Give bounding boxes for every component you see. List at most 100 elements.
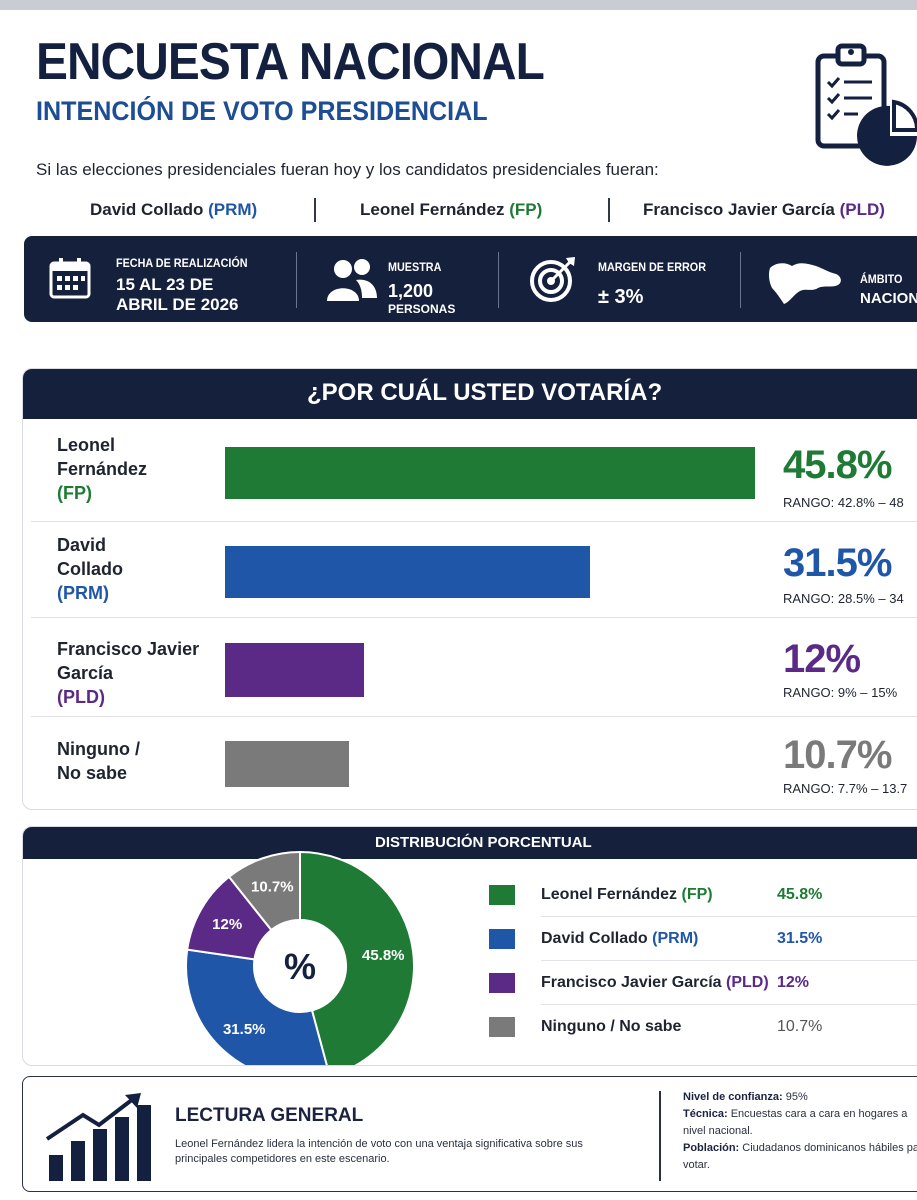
margen-value: ± 3%	[598, 286, 644, 308]
distribution-card: DISTRIBUCIÓN PORCENTUAL 45.8% 31.5% 12% 10.…	[22, 826, 917, 1066]
lectura-text: Leonel Fernández lidera la intención de …	[175, 1138, 583, 1165]
legend-swatch	[489, 1017, 515, 1037]
candidate-name: Francisco Javier García	[643, 200, 835, 219]
vote-header: ¿POR CUÁL USTED VOTARÍA?	[23, 369, 917, 419]
candidate-list: David Collado (PRM) Leonel Fernández (FP…	[0, 190, 917, 230]
legend-divider	[541, 960, 917, 961]
range-label: RANGO: 7.7% – 13.7	[783, 781, 908, 796]
legend-party: (FP)	[681, 886, 713, 903]
legend-item: Leonel Fernández (FP) 45.8%	[487, 877, 917, 917]
percentage-value: 12%	[783, 637, 861, 681]
name-line: No sabe	[57, 763, 128, 783]
meta-label: Población:	[683, 1142, 740, 1154]
survey-info-bar: FECHA DE REALIZACIÓN 15 AL 23 DE ABRIL D…	[24, 236, 917, 322]
muestra-unit: PERSONAS	[388, 302, 456, 316]
fecha-label: FECHA DE REALIZACIÓN	[116, 256, 248, 270]
candidate-name: David Collado	[90, 200, 204, 219]
legend-label: Leonel Fernández (FP)	[541, 886, 713, 904]
vote-bar	[225, 643, 364, 697]
candidate-party: (FP)	[509, 200, 543, 219]
lectura-divider	[659, 1091, 661, 1181]
slice-label: 10.7%	[251, 879, 294, 896]
candidate-party: (PLD)	[839, 200, 885, 219]
meta-item: Población: Ciudadanos dominicanos hábile…	[683, 1140, 917, 1174]
name-line: Collado	[57, 559, 123, 579]
legend-label: Ninguno / No sabe	[541, 1018, 681, 1036]
clipboard-chart-icon	[815, 43, 917, 166]
row-candidate-name: Francisco Javier García (PLD)	[57, 637, 199, 709]
row-divider	[31, 617, 917, 618]
legend-name: David Collado	[541, 930, 648, 947]
people-icon	[327, 259, 377, 301]
candidate-garcia: Francisco Javier García (PLD)	[643, 200, 885, 220]
page-subtitle: INTENCIÓN DE VOTO PRESIDENCIAL	[36, 96, 488, 126]
fecha-line2: ABRIL DE 2026	[116, 295, 239, 314]
donut-slice	[299, 850, 415, 1065]
legend-name: Francisco Javier García	[541, 974, 722, 991]
meta-item: Nivel de confianza: 95%	[683, 1089, 917, 1106]
percentage-value: 45.8%	[783, 443, 892, 487]
legend-party: (PLD)	[726, 974, 769, 991]
vote-bar	[225, 741, 349, 787]
candidate-party: (PRM)	[208, 200, 258, 219]
methodology-notes: Nivel de confianza: 95% Técnica: Encuest…	[683, 1089, 917, 1174]
slice-label: 31.5%	[223, 1021, 266, 1038]
divider	[608, 198, 610, 222]
donut-center-label: %	[284, 946, 316, 987]
legend-party: (PRM)	[652, 930, 699, 947]
meta-value: 95%	[785, 1091, 808, 1103]
row-divider	[31, 521, 917, 522]
vote-title: ¿POR CUÁL USTED VOTARÍA?	[307, 379, 663, 406]
percentage-value: 10.7%	[783, 733, 892, 777]
lectura-general-card: LECTURA GENERAL Leonel Fernández lidera …	[22, 1076, 917, 1192]
target-icon	[530, 257, 575, 302]
info-divider	[740, 252, 741, 308]
vote-bar	[225, 447, 755, 499]
margen-label: MARGEN DE ERROR	[598, 260, 707, 274]
distribution-title: DISTRIBUCIÓN PORCENTUAL	[375, 834, 592, 851]
candidate-collado: David Collado (PRM)	[90, 200, 257, 220]
party-label: (FP)	[57, 483, 92, 503]
legend-swatch	[489, 973, 515, 993]
slice-label: 12%	[212, 916, 242, 933]
name-line: Fernández	[57, 459, 148, 479]
legend-value: 45.8%	[777, 886, 823, 903]
donut-chart: 45.8% 31.5% 12% 10.7%%	[185, 850, 415, 1065]
growth-chart-icon	[45, 1093, 151, 1181]
donut-slice	[227, 850, 301, 932]
divider	[314, 198, 316, 222]
name-line: Leonel	[57, 435, 116, 455]
vote-bar	[225, 546, 590, 598]
dominican-map-icon	[768, 263, 841, 304]
ambito-value: NACION	[860, 290, 917, 307]
range-label: RANGO: 9% – 15%	[783, 685, 898, 700]
legend-divider	[541, 916, 917, 917]
intro-text: Si las elecciones presidenciales fueran …	[36, 160, 659, 179]
legend-label: David Collado (PRM)	[541, 930, 698, 948]
name-line: Ninguno /	[57, 739, 140, 759]
calendar-icon	[49, 258, 91, 299]
meta-label: Nivel de confianza:	[683, 1091, 783, 1103]
lectura-title: LECTURA GENERAL	[175, 1105, 364, 1126]
page-title: ENCUESTA NACIONAL	[36, 33, 545, 91]
legend-name: Ninguno / No sabe	[541, 1018, 682, 1035]
legend-label: Francisco Javier García (PLD)	[541, 974, 769, 992]
name-line: García	[57, 663, 114, 683]
ambito-label: ÁMBITO	[860, 272, 903, 286]
meta-label: Técnica:	[683, 1108, 728, 1120]
legend-item: David Collado (PRM) 31.5%	[487, 921, 917, 961]
info-divider	[498, 252, 499, 308]
top-strip	[0, 0, 917, 10]
meta-item: Técnica: Encuestas cara a cara en hogare…	[683, 1106, 917, 1140]
row-candidate-name: Ninguno / No sabe	[57, 737, 140, 785]
party-label: (PLD)	[57, 687, 105, 707]
legend-swatch	[489, 885, 515, 905]
infographic-page: ENCUESTA NACIONAL INTENCIÓN DE VOTO PRES…	[0, 10, 917, 1200]
muestra-value: 1,200	[388, 281, 434, 301]
row-candidate-name: Leonel Fernández (FP)	[57, 433, 147, 505]
legend-item: Ninguno / No sabe 10.7%	[487, 1009, 917, 1049]
legend-value: 31.5%	[777, 930, 823, 947]
range-label: RANGO: 42.8% – 48	[783, 495, 904, 510]
name-line: David	[57, 535, 107, 555]
legend-value: 12%	[777, 974, 810, 991]
